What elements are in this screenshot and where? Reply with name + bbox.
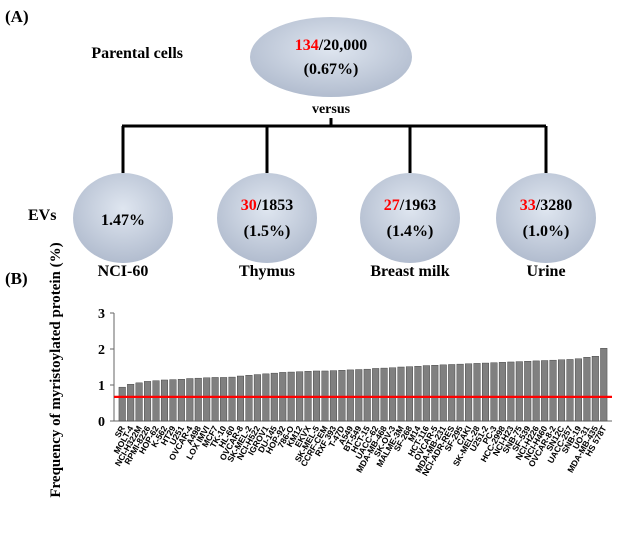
bar [397, 366, 405, 422]
ev-percent: (1.5%) [244, 223, 291, 240]
y-axis-label: Frequency of myristoylated protein (%) [48, 242, 64, 497]
bar [405, 366, 413, 422]
ev-group: 33/3280 (1.0%) Urine [496, 173, 596, 280]
ev-group: 30/1853 (1.5%) Thymus [217, 173, 317, 280]
ev-group-name: Urine [526, 263, 565, 280]
evs-label: EVs [28, 207, 56, 224]
parental-total: /20,000 [318, 37, 367, 54]
ev-ratio: 33/3280 [520, 197, 572, 214]
bar [169, 379, 177, 422]
parental-count: 134 [295, 37, 319, 54]
versus-label: versus [312, 102, 351, 117]
bar [524, 361, 532, 422]
y-tick-label: 0 [98, 415, 105, 430]
ev-total: /1853 [256, 197, 293, 214]
bar [194, 377, 202, 422]
ev-ratio: 30/1853 [241, 197, 293, 214]
bar [135, 382, 143, 422]
bar [118, 386, 126, 422]
bar [220, 377, 228, 422]
bar [566, 359, 574, 422]
bar [465, 363, 473, 422]
bar [583, 357, 591, 422]
bar [473, 363, 481, 422]
bar [515, 361, 523, 422]
parental-ellipse [250, 17, 412, 97]
ev-group: 1.47% NCI-60 [73, 173, 173, 280]
ev-count: 27 [384, 197, 400, 214]
bar [127, 384, 135, 422]
bar [186, 378, 194, 422]
ev-group-name: NCI-60 [98, 263, 149, 280]
bar [144, 381, 152, 422]
ev-groups: 1.47% NCI-60 30/1853 (1.5%) Thymus 27/1963 (1.… [73, 173, 596, 280]
y-tick-label: 2 [98, 343, 105, 358]
bar [211, 377, 219, 422]
bar [237, 375, 244, 422]
ev-total: /3280 [535, 197, 572, 214]
bar [177, 379, 185, 422]
ev-percent: 1.47% [101, 212, 145, 229]
panel-a-label: (A) [5, 7, 29, 26]
bar [203, 377, 211, 422]
y-tick-label: 1 [98, 379, 105, 394]
bar [422, 365, 430, 422]
bar [490, 362, 498, 422]
ev-group-name: Thymus [239, 263, 295, 280]
ev-percent: (1.0%) [523, 223, 570, 240]
bar [439, 364, 447, 422]
bar [380, 367, 388, 422]
bar [541, 360, 549, 422]
ev-count: 30 [241, 197, 257, 214]
bar [482, 362, 489, 422]
bar [549, 359, 557, 422]
bar [152, 380, 160, 422]
bar [498, 362, 506, 422]
panel-b-label: (B) [5, 269, 28, 288]
bar [414, 366, 422, 422]
ev-total: /1963 [399, 197, 436, 214]
y-tick-label: 3 [98, 307, 105, 322]
ev-ellipse [73, 173, 173, 263]
bar [558, 359, 566, 422]
ev-ellipse [360, 173, 460, 263]
bar [355, 369, 363, 422]
bar [591, 356, 599, 422]
bar [389, 367, 397, 422]
bar [532, 360, 540, 422]
bar [228, 376, 236, 422]
bar [346, 369, 354, 422]
bar [363, 368, 371, 422]
ev-group-name: Breast milk [370, 263, 449, 280]
connector-tree [121, 118, 548, 173]
bar [245, 375, 253, 422]
bar [507, 361, 515, 422]
bar [372, 368, 380, 422]
ev-ellipse [217, 173, 317, 263]
ev-ellipse [496, 173, 596, 263]
bar [456, 363, 464, 422]
parental-cells-label: Parental cells [91, 45, 183, 62]
ev-count: 33 [520, 197, 536, 214]
ev-ratio: 27/1963 [384, 197, 436, 214]
bar [431, 365, 439, 422]
bar [600, 348, 608, 422]
parental-percent: (0.67%) [304, 61, 359, 78]
bar [574, 358, 582, 422]
parental-ratio: 134/20,000 [295, 37, 367, 54]
bar [160, 379, 168, 422]
bar [338, 370, 346, 422]
myristoylation-bar-chart: 0 1 2 3 Frequency of myristoylated protein (… [48, 242, 612, 498]
ev-percent: (1.4%) [387, 223, 434, 240]
bar [448, 364, 456, 422]
ev-group: 27/1963 (1.4%) Breast milk [360, 173, 460, 280]
